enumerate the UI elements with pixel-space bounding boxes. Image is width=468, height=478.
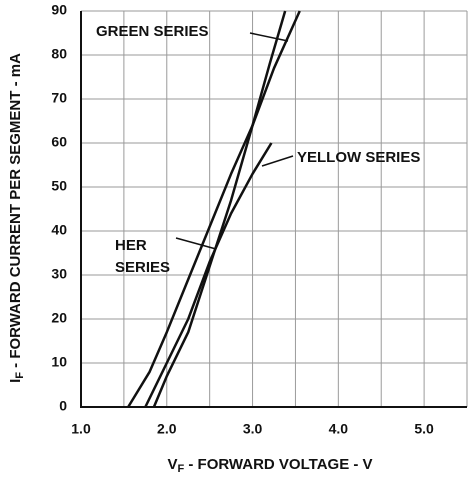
x-axis-title: VF - FORWARD VOLTAGE - V	[167, 456, 372, 475]
y-tick-label: 50	[51, 178, 67, 194]
x-axis-title-text: - FORWARD VOLTAGE - V	[184, 456, 372, 473]
series-label-line: SERIES	[115, 259, 170, 276]
series-label: GREEN SERIES	[96, 23, 209, 40]
y-tick-label: 40	[51, 222, 67, 238]
x-axis-title-symbol: V	[167, 456, 177, 473]
series-label-line: HER	[115, 237, 147, 254]
y-axis-title-symbol: I	[7, 379, 24, 383]
series-line	[152, 10, 287, 408]
x-tick-label: 4.0	[329, 421, 349, 437]
leader-line	[261, 155, 294, 167]
leader-line	[175, 237, 217, 250]
y-tick-label: 20	[51, 310, 67, 326]
series-label: HER SERIES	[115, 237, 170, 276]
x-tick-label: 3.0	[243, 421, 263, 437]
y-tick-label: 30	[51, 266, 67, 282]
x-tick-label: 2.0	[157, 421, 177, 437]
y-tick-label: 90	[51, 2, 67, 18]
series-line	[127, 10, 301, 408]
x-tick-label: 5.0	[414, 421, 434, 437]
series-line	[144, 142, 273, 408]
y-axis-title-subscript: F	[14, 372, 26, 379]
y-tick-label: 70	[51, 90, 67, 106]
series-label: YELLOW SERIES	[297, 149, 420, 166]
y-axis-title-text: - FORWARD CURRENT PER SEGMENT - mA	[7, 53, 24, 372]
x-tick-label: 1.0	[71, 421, 91, 437]
y-tick-label: 0	[59, 398, 67, 414]
y-tick-label: 60	[51, 134, 67, 150]
y-axis-title: IF - FORWARD CURRENT PER SEGMENT - mA	[7, 53, 26, 383]
y-tick-label: 80	[51, 46, 67, 62]
leader-line	[249, 32, 289, 42]
y-tick-label: 10	[51, 354, 67, 370]
x-axis-title-subscript: F	[177, 463, 184, 475]
